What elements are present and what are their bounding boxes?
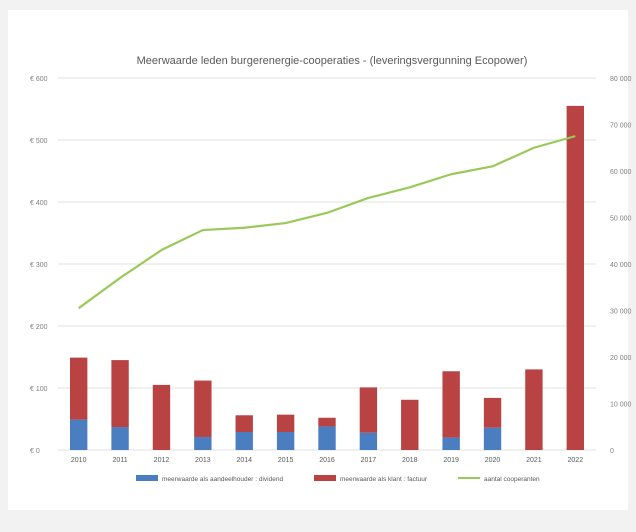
- bar-factuur: [70, 357, 88, 420]
- left-axis: € 0 € 100 € 200 € 300 € 400 € 500 € 600: [30, 76, 48, 455]
- bar-dividend: [483, 427, 502, 450]
- right-tick-label: 50 000: [610, 216, 632, 223]
- left-tick-label: € 300: [30, 262, 48, 269]
- right-tick-label: 30 000: [610, 309, 632, 316]
- x-tick-label: 2015: [278, 457, 294, 464]
- line-series: [78, 135, 576, 310]
- x-tick-label: 2011: [113, 457, 128, 464]
- bar-factuur: [235, 415, 253, 433]
- bar-dividend: [235, 432, 253, 450]
- x-tick-label: 2020: [485, 457, 501, 464]
- legend-label: meerwaarde als klant : factuur: [340, 476, 428, 483]
- right-tick-label: 10 000: [610, 402, 632, 409]
- bar-dividend: [70, 419, 88, 450]
- x-tick-label: 2021: [526, 457, 542, 464]
- left-tick-label: € 400: [30, 200, 48, 207]
- x-tick-label: 2014: [236, 457, 252, 464]
- right-tick-label: 60 000: [610, 169, 632, 176]
- bar-factuur: [359, 387, 378, 433]
- left-tick-label: € 600: [30, 76, 48, 83]
- bar-factuur: [276, 414, 295, 433]
- legend: meerwaarde als aandeelhouder : dividend m…: [136, 475, 540, 483]
- x-tick-label: 2012: [154, 457, 170, 464]
- bar-dividend: [194, 436, 212, 450]
- bar-factuur: [111, 360, 129, 428]
- line-aantal-cooperanten: [78, 135, 576, 310]
- x-tick-label: 2013: [195, 457, 211, 464]
- x-tick-label: 2022: [568, 457, 584, 464]
- bar-dividend: [442, 437, 460, 450]
- bar-factuur: [194, 380, 212, 437]
- x-tick-label: 2010: [71, 457, 87, 464]
- left-tick-label: € 100: [30, 386, 48, 393]
- right-axis: 0 10 000 20 000 30 000 40 000 50 000 60 000 70 …: [610, 76, 632, 455]
- left-tick-label: € 0: [30, 448, 40, 455]
- right-tick-label: 0: [610, 448, 614, 455]
- right-tick-label: 80 000: [610, 76, 632, 83]
- left-tick-label: € 200: [30, 324, 48, 331]
- bar-factuur: [483, 397, 502, 428]
- gridlines: [58, 77, 596, 451]
- legend-swatch: [314, 475, 336, 481]
- chart-title: Meerwaarde leden burgerenergie-cooperati…: [137, 55, 528, 67]
- bars: [70, 105, 584, 451]
- x-axis: 2010 2011 2012 2013 2014 2015 2016 2017 2018 2019…: [71, 457, 583, 464]
- right-tick-label: 70 000: [610, 123, 632, 130]
- bar-factuur: [152, 384, 171, 450]
- bar-dividend: [359, 432, 378, 450]
- left-tick-label: € 500: [30, 138, 48, 145]
- legend-label: aantal cooperanten: [484, 476, 540, 483]
- bar-dividend: [111, 427, 129, 450]
- bar-dividend: [318, 426, 336, 450]
- bar-dividend: [276, 432, 295, 450]
- bar-factuur: [525, 369, 543, 450]
- legend-swatch: [136, 475, 158, 481]
- chart-area: [8, 10, 628, 510]
- x-tick-label: 2019: [443, 457, 459, 464]
- x-tick-label: 2018: [402, 457, 418, 464]
- x-tick-label: 2017: [361, 457, 377, 464]
- bar-factuur: [566, 105, 584, 451]
- legend-label: meerwaarde als aandeelhouder : dividend: [162, 476, 283, 483]
- x-tick-label: 2016: [319, 457, 335, 464]
- bar-factuur: [401, 399, 419, 450]
- bar-factuur: [442, 371, 460, 438]
- bar-factuur: [318, 417, 336, 427]
- right-tick-label: 20 000: [610, 355, 632, 362]
- right-tick-label: 40 000: [610, 262, 632, 269]
